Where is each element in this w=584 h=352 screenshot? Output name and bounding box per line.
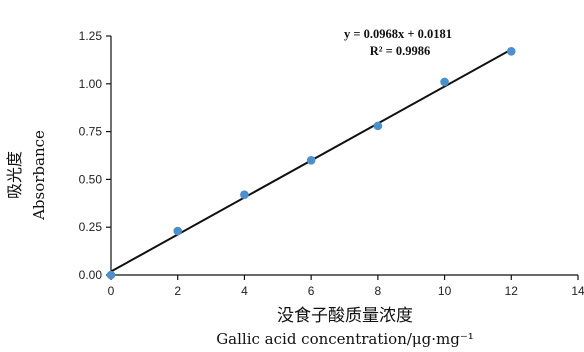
y-tick-label: 0.50 [79,172,103,186]
x-tick-label: 12 [505,284,519,298]
r-squared-label: R² = 0.9986 [370,44,431,58]
y-tick-label: 1.00 [79,77,103,91]
x-tick-label: 0 [108,284,115,298]
y-tick-label: 0.00 [79,268,103,282]
data-point [440,77,449,87]
data-point [306,155,316,165]
y-tick-label: 0.25 [79,220,103,234]
regression-equation: y = 0.0968x + 0.0181 [344,27,452,41]
y-axis: 0.00 0.25 0.50 0.75 1.00 1.25 [79,29,112,282]
y-tick-label: 1.25 [79,29,103,43]
data-point [240,190,249,199]
y-axis-title-zh: 吸光度 [5,151,24,199]
y-axis-title-en: Absorbance [30,130,48,221]
y-tick-label: 0.75 [79,125,103,139]
x-tick-label: 14 [571,284,584,298]
x-axis: 0 2 4 6 8 10 12 14 [108,274,584,298]
x-tick-label: 4 [241,284,248,298]
x-axis-title-en: Gallic acid concentration/μg·mg⁻¹ [216,330,474,348]
x-axis-title-zh: 没食子酸质量浓度 [277,306,413,326]
data-point [373,121,383,131]
data-point [506,46,516,56]
x-tick-label: 6 [308,284,315,298]
x-tick-label: 8 [375,284,382,298]
x-tick-label: 2 [174,284,181,298]
x-tick-label: 10 [438,284,452,298]
data-points [106,46,516,280]
data-point [106,270,116,280]
data-point [173,226,183,236]
